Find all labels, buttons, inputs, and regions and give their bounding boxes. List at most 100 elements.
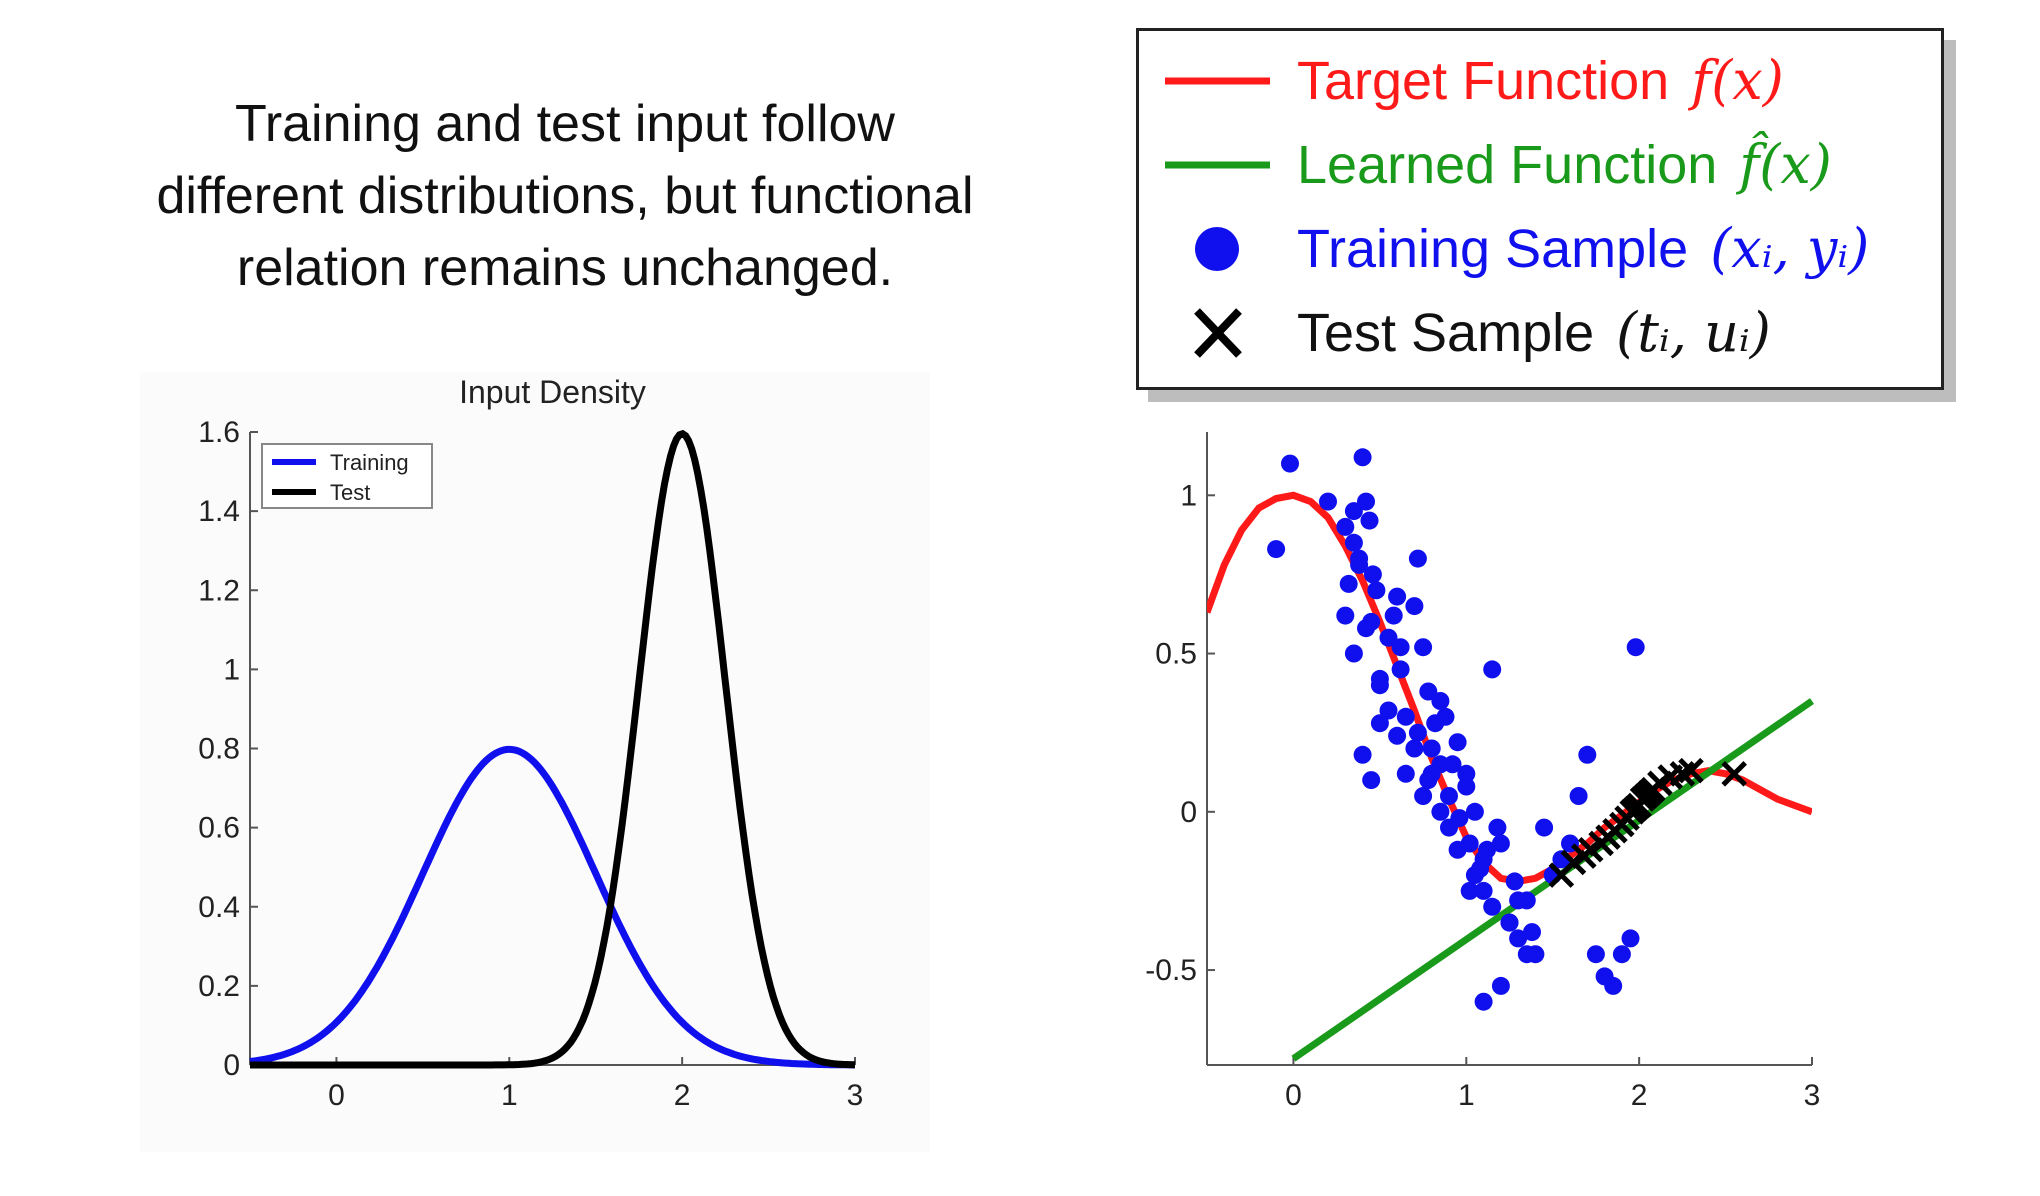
training-point xyxy=(1604,976,1623,995)
training-point xyxy=(1465,802,1484,821)
training-point xyxy=(1336,517,1355,536)
caption-line-2: different distributions, but functional xyxy=(156,167,974,225)
training-point xyxy=(1281,454,1299,473)
training-point xyxy=(1431,692,1450,710)
training-point xyxy=(1388,726,1407,745)
training-point xyxy=(1517,945,1536,964)
training-point xyxy=(1431,802,1450,821)
training-point xyxy=(1353,745,1372,764)
legend-target-math: f(x) xyxy=(1691,49,1784,112)
scatter-y-tick-label: 0 xyxy=(1180,796,1197,829)
legend-training: Training Sample (xᵢ, yᵢ) xyxy=(1139,209,1941,289)
target-line-key xyxy=(1165,77,1270,85)
density-title: Input Density xyxy=(459,374,646,410)
training-point xyxy=(1621,929,1640,948)
training-point xyxy=(1267,540,1286,559)
training-point xyxy=(1457,764,1476,783)
density-x-tick-label: 0 xyxy=(328,1079,345,1112)
legend-test-math: (tᵢ, uᵢ) xyxy=(1616,301,1771,364)
training-point xyxy=(1488,818,1507,837)
legend-learned: Learned Function f̂(x) xyxy=(1139,125,1941,205)
training-point xyxy=(1460,881,1479,900)
training-point xyxy=(1491,834,1510,853)
legend-target-label: Target Function xyxy=(1297,51,1670,111)
shared-legend: Target Function f(x) Learned Function f̂(x… xyxy=(1136,28,1944,390)
scatter-x-tick-label: 2 xyxy=(1631,1079,1648,1112)
legend-test: Test Sample (tᵢ, uᵢ) xyxy=(1139,293,1941,373)
density-y-tick-label: 0.8 xyxy=(198,733,240,766)
legend-learned-label: Learned Function xyxy=(1297,135,1718,195)
training-point xyxy=(1344,533,1363,552)
training-point xyxy=(1419,771,1438,790)
training-point xyxy=(1483,897,1502,916)
training-point xyxy=(1483,660,1502,679)
training-point xyxy=(1391,638,1410,657)
training-point xyxy=(1357,492,1375,511)
density-y-tick-label: 1.2 xyxy=(198,574,240,607)
training-point xyxy=(1448,733,1467,752)
training-dot-key xyxy=(1195,227,1239,271)
training-point xyxy=(1505,872,1524,891)
test-point xyxy=(1678,757,1704,784)
training-point xyxy=(1362,612,1381,631)
training-point xyxy=(1396,764,1415,783)
density-legend-box xyxy=(261,443,433,509)
training-point xyxy=(1384,606,1403,625)
density-y-tick-label: 0.2 xyxy=(198,970,240,1003)
scatter-y-tick-label: 0.5 xyxy=(1155,638,1197,671)
training-point xyxy=(1344,644,1363,663)
training-point xyxy=(1569,787,1588,805)
training-point xyxy=(1360,511,1379,530)
training-point xyxy=(1319,492,1337,511)
training-point xyxy=(1478,840,1496,859)
training-point xyxy=(1350,555,1369,574)
training-point xyxy=(1443,755,1462,774)
training-point xyxy=(1405,597,1424,616)
target-function-line xyxy=(1207,491,1812,885)
legend-learned-math: f̂(x) xyxy=(1739,133,1832,196)
density-y-tick-label: 1.6 xyxy=(198,416,240,449)
training-point xyxy=(1405,739,1424,758)
training-point xyxy=(1448,840,1467,859)
training-point xyxy=(1370,676,1389,695)
training-point xyxy=(1612,945,1631,964)
training-point xyxy=(1339,574,1358,593)
training-point xyxy=(1474,881,1493,900)
training-point xyxy=(1362,771,1381,790)
density-y-tick-label: 1.4 xyxy=(198,495,240,528)
training-point xyxy=(1457,777,1476,796)
training-point xyxy=(1509,929,1528,948)
training-point xyxy=(1523,923,1541,942)
density-x-tick-label: 3 xyxy=(847,1079,864,1112)
caption-line-1: Training and test input follow xyxy=(234,95,895,153)
scatter-x-tick-label: 1 xyxy=(1458,1079,1475,1112)
training-point xyxy=(1626,638,1645,657)
training-point xyxy=(1509,891,1528,910)
training-point xyxy=(1440,787,1458,805)
scatter-x-tick-label: 0 xyxy=(1285,1079,1302,1112)
training-point xyxy=(1419,682,1438,701)
training-point xyxy=(1578,745,1597,764)
test-cross-key xyxy=(1194,308,1242,358)
density-y-tick-label: 0.6 xyxy=(198,812,240,845)
training-point xyxy=(1422,739,1441,758)
density-curve-test xyxy=(250,429,856,1069)
training-point xyxy=(1535,818,1554,837)
training-point xyxy=(1379,628,1398,647)
legend-training-math: (xᵢ, yᵢ) xyxy=(1710,217,1870,280)
density-y-tick-label: 0 xyxy=(223,1049,240,1082)
training-point xyxy=(1408,723,1427,742)
training-point xyxy=(1500,913,1519,932)
scatter-y-tick-label: 1 xyxy=(1180,479,1197,512)
training-point xyxy=(1344,502,1363,521)
learned-line-key xyxy=(1165,161,1270,169)
training-point xyxy=(1396,707,1415,726)
density-legend-label-test: Test xyxy=(330,480,370,505)
density-curve-training xyxy=(249,745,855,1069)
training-point xyxy=(1388,587,1407,606)
legend-training-label: Training Sample xyxy=(1297,219,1689,279)
test-point xyxy=(1721,761,1747,787)
training-point xyxy=(1436,707,1455,726)
training-point xyxy=(1370,714,1389,733)
